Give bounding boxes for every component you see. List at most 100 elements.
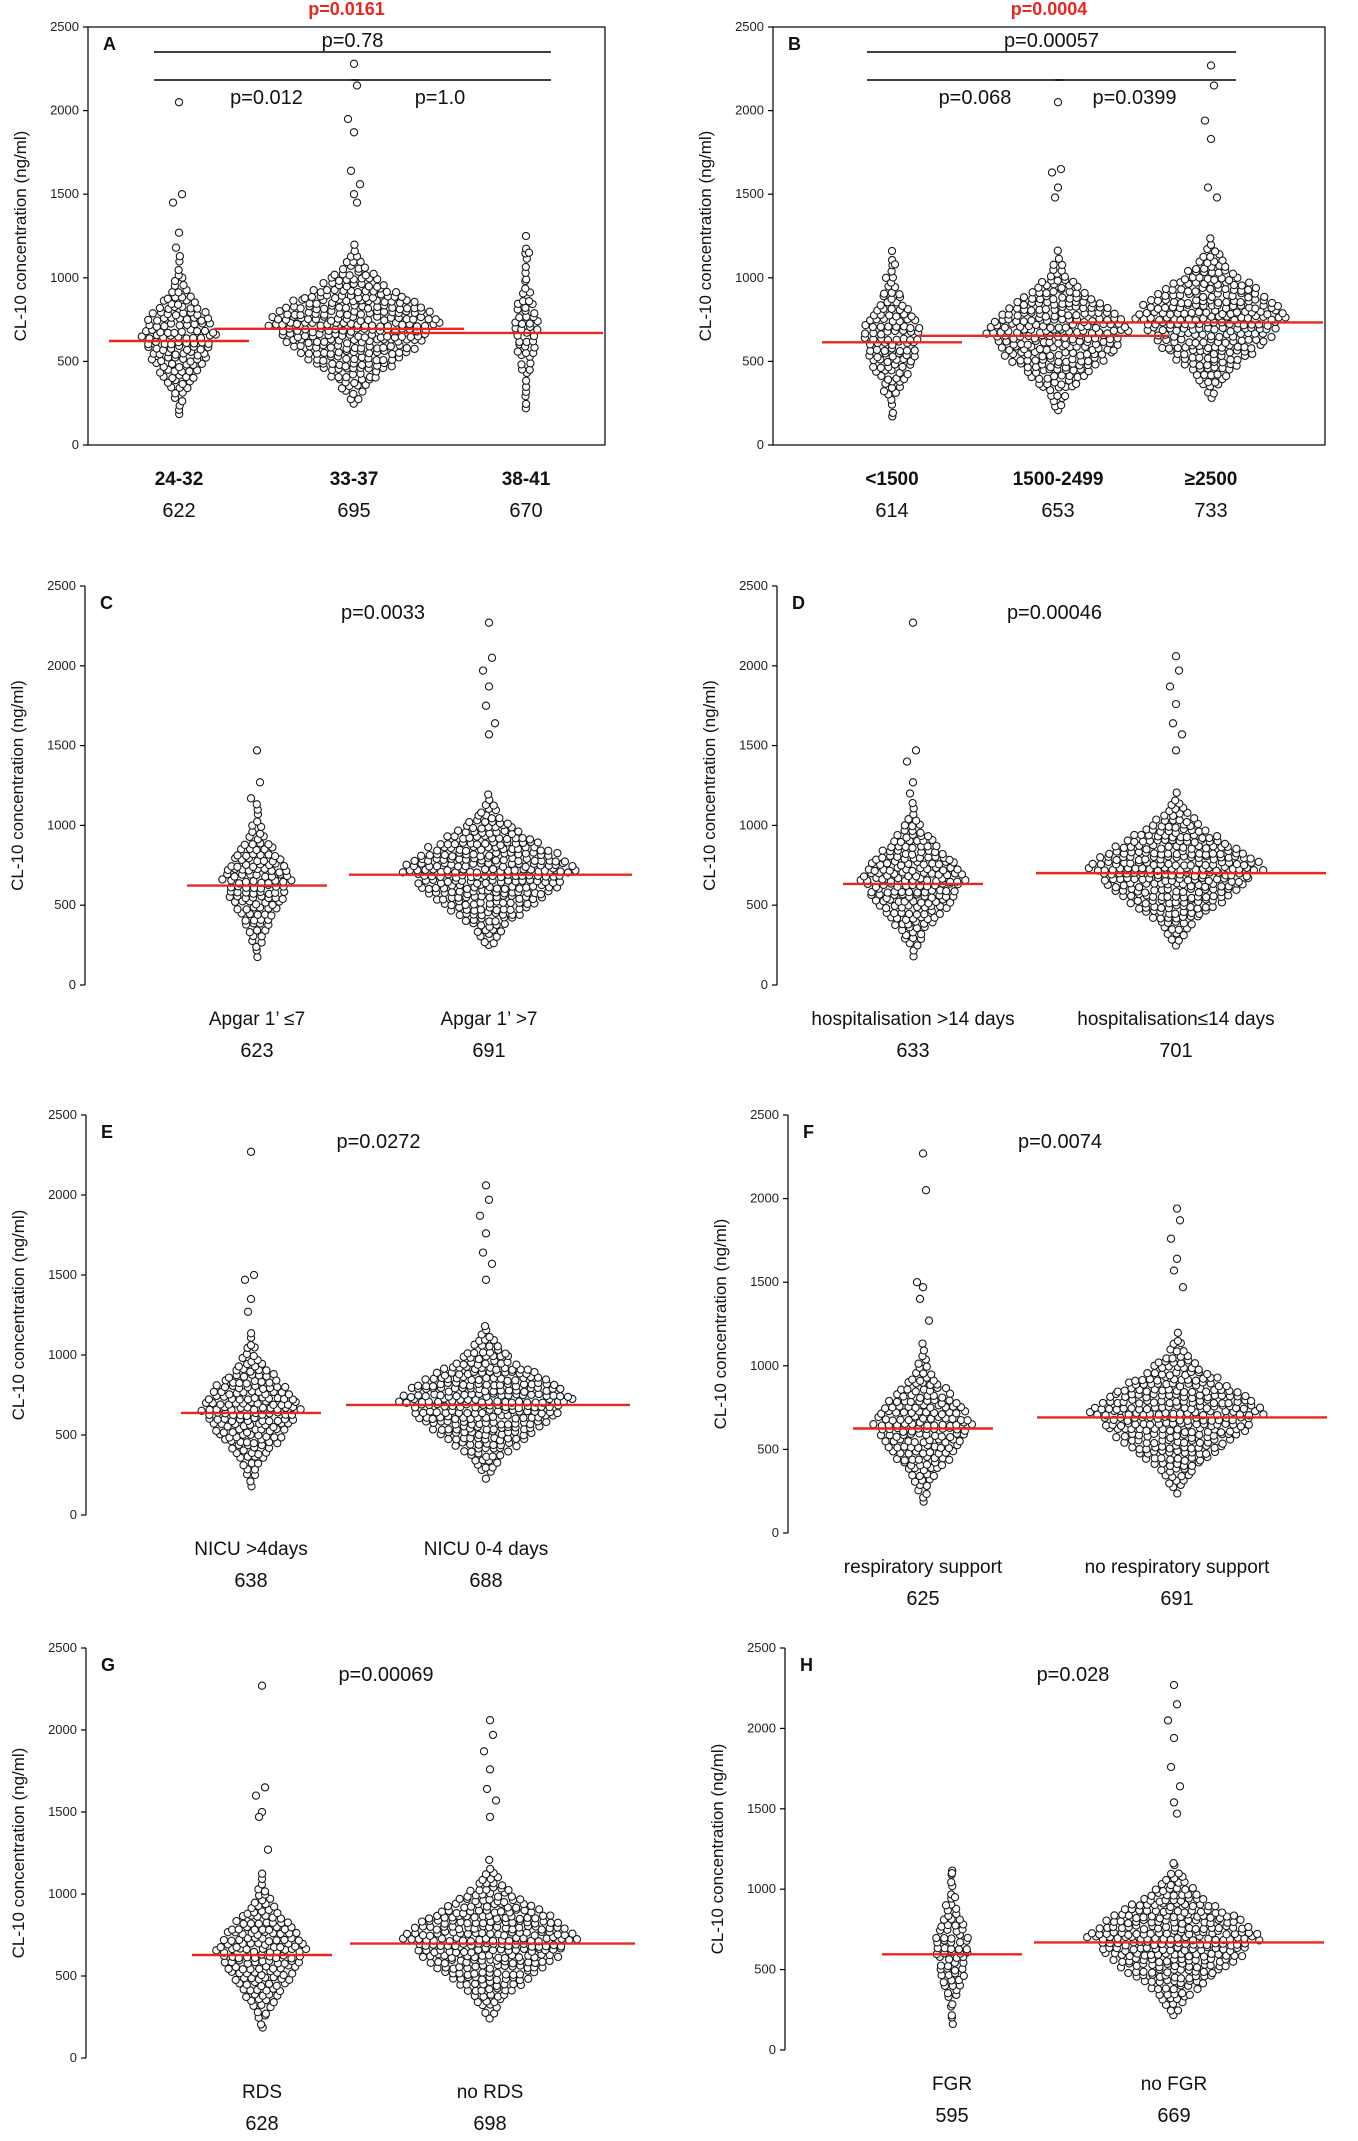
data-point bbox=[440, 1959, 449, 1968]
data-point bbox=[492, 1365, 501, 1374]
data-point bbox=[551, 857, 560, 866]
data-point bbox=[1150, 1368, 1160, 1378]
data-point-outlier bbox=[912, 1278, 922, 1287]
data-point bbox=[1244, 293, 1253, 302]
data-point bbox=[179, 280, 188, 290]
data-point bbox=[908, 1471, 917, 1480]
y-tick-label: 2500 bbox=[739, 578, 768, 593]
data-point bbox=[881, 1437, 890, 1446]
data-point bbox=[272, 1936, 281, 1945]
data-point bbox=[939, 1978, 948, 1987]
data-point-outlier bbox=[479, 1747, 489, 1756]
data-point bbox=[1041, 305, 1050, 314]
data-point bbox=[253, 2008, 262, 2017]
data-point bbox=[1117, 1923, 1127, 1933]
data-point bbox=[468, 823, 478, 833]
data-point bbox=[261, 2009, 271, 2018]
p-value-label: p=0.0399 bbox=[1093, 87, 1177, 109]
data-point bbox=[175, 321, 184, 330]
data-point bbox=[950, 1966, 960, 1975]
data-point bbox=[461, 846, 471, 856]
data-point bbox=[1191, 264, 1201, 274]
data-point bbox=[1214, 1923, 1223, 1933]
data-point bbox=[402, 344, 411, 353]
data-point bbox=[478, 1918, 488, 1928]
y-tick-label: 1500 bbox=[747, 1801, 776, 1816]
data-point bbox=[461, 900, 470, 910]
data-point bbox=[465, 817, 474, 827]
data-point bbox=[269, 1422, 278, 1432]
data-point-outlier bbox=[485, 1716, 495, 1725]
y-tick-label: 2000 bbox=[48, 1187, 77, 1202]
data-point bbox=[242, 851, 251, 861]
data-point bbox=[175, 363, 184, 372]
data-point bbox=[1195, 273, 1204, 282]
data-point bbox=[294, 1936, 303, 1945]
data-point bbox=[1176, 1974, 1186, 1983]
median-value: 625 bbox=[906, 1588, 939, 1610]
data-point bbox=[467, 1447, 476, 1456]
data-point bbox=[443, 1902, 453, 1911]
data-point bbox=[1042, 345, 1051, 354]
data-point bbox=[231, 1975, 240, 1985]
data-point bbox=[1253, 1929, 1262, 1939]
data-point bbox=[478, 1928, 487, 1938]
data-point bbox=[1127, 1404, 1136, 1413]
data-point bbox=[481, 1474, 491, 1483]
data-point bbox=[1217, 1908, 1227, 1917]
data-point bbox=[431, 883, 440, 893]
data-point bbox=[902, 346, 912, 355]
data-point bbox=[1146, 1929, 1155, 1938]
data-point bbox=[1076, 351, 1085, 360]
data-point bbox=[1119, 843, 1129, 852]
y-tick-label: 2500 bbox=[47, 578, 76, 593]
data-point bbox=[239, 1372, 249, 1381]
data-point bbox=[512, 1360, 521, 1369]
data-point bbox=[1178, 1989, 1187, 1998]
data-point bbox=[196, 345, 205, 354]
data-point bbox=[395, 348, 404, 357]
data-point bbox=[1057, 371, 1066, 380]
data-point bbox=[356, 310, 366, 319]
data-point-outlier bbox=[255, 778, 265, 787]
data-point bbox=[425, 307, 434, 316]
data-point bbox=[488, 865, 498, 874]
data-point bbox=[1110, 309, 1119, 318]
data-point-outlier bbox=[246, 1147, 256, 1156]
data-point bbox=[1146, 1950, 1156, 1960]
data-point-outlier bbox=[1166, 1762, 1176, 1772]
data-point bbox=[1130, 837, 1139, 847]
data-point bbox=[292, 1928, 301, 1938]
data-point bbox=[265, 1416, 274, 1426]
data-point bbox=[512, 1442, 521, 1451]
data-point-outlier bbox=[905, 789, 915, 798]
data-point bbox=[334, 373, 343, 382]
median-value: 695 bbox=[337, 500, 370, 522]
panel-f: 0 500 1000 1500 2000 2500 CL-10 concentration … bbox=[711, 1107, 1327, 1610]
panel-e: 0 500 1000 1500 2000 2500 CL-10 concentration … bbox=[9, 1107, 630, 1592]
data-point bbox=[270, 1433, 279, 1442]
y-tick-label: 1000 bbox=[739, 817, 768, 832]
data-point bbox=[1192, 1963, 1202, 1972]
data-point bbox=[448, 852, 457, 861]
data-point bbox=[900, 1456, 909, 1465]
data-point-outlier bbox=[950, 1893, 960, 1902]
data-point bbox=[952, 1399, 961, 1408]
data-point bbox=[1188, 1901, 1198, 1911]
y-tick-label: 1500 bbox=[48, 1804, 77, 1819]
panel-letter: C bbox=[100, 593, 113, 613]
data-point bbox=[861, 321, 870, 330]
data-point bbox=[1058, 293, 1067, 302]
data-point bbox=[515, 884, 524, 893]
data-point bbox=[521, 284, 530, 293]
data-point bbox=[225, 1390, 234, 1399]
data-point bbox=[436, 1391, 445, 1400]
data-point bbox=[1195, 1430, 1204, 1439]
category-label: 33-37 bbox=[330, 469, 379, 490]
data-point bbox=[276, 1943, 285, 1952]
data-point bbox=[474, 1354, 484, 1364]
data-point bbox=[455, 1894, 464, 1904]
data-point bbox=[254, 1919, 263, 1928]
data-point-outlier bbox=[263, 1845, 273, 1854]
data-point bbox=[1202, 1404, 1211, 1413]
